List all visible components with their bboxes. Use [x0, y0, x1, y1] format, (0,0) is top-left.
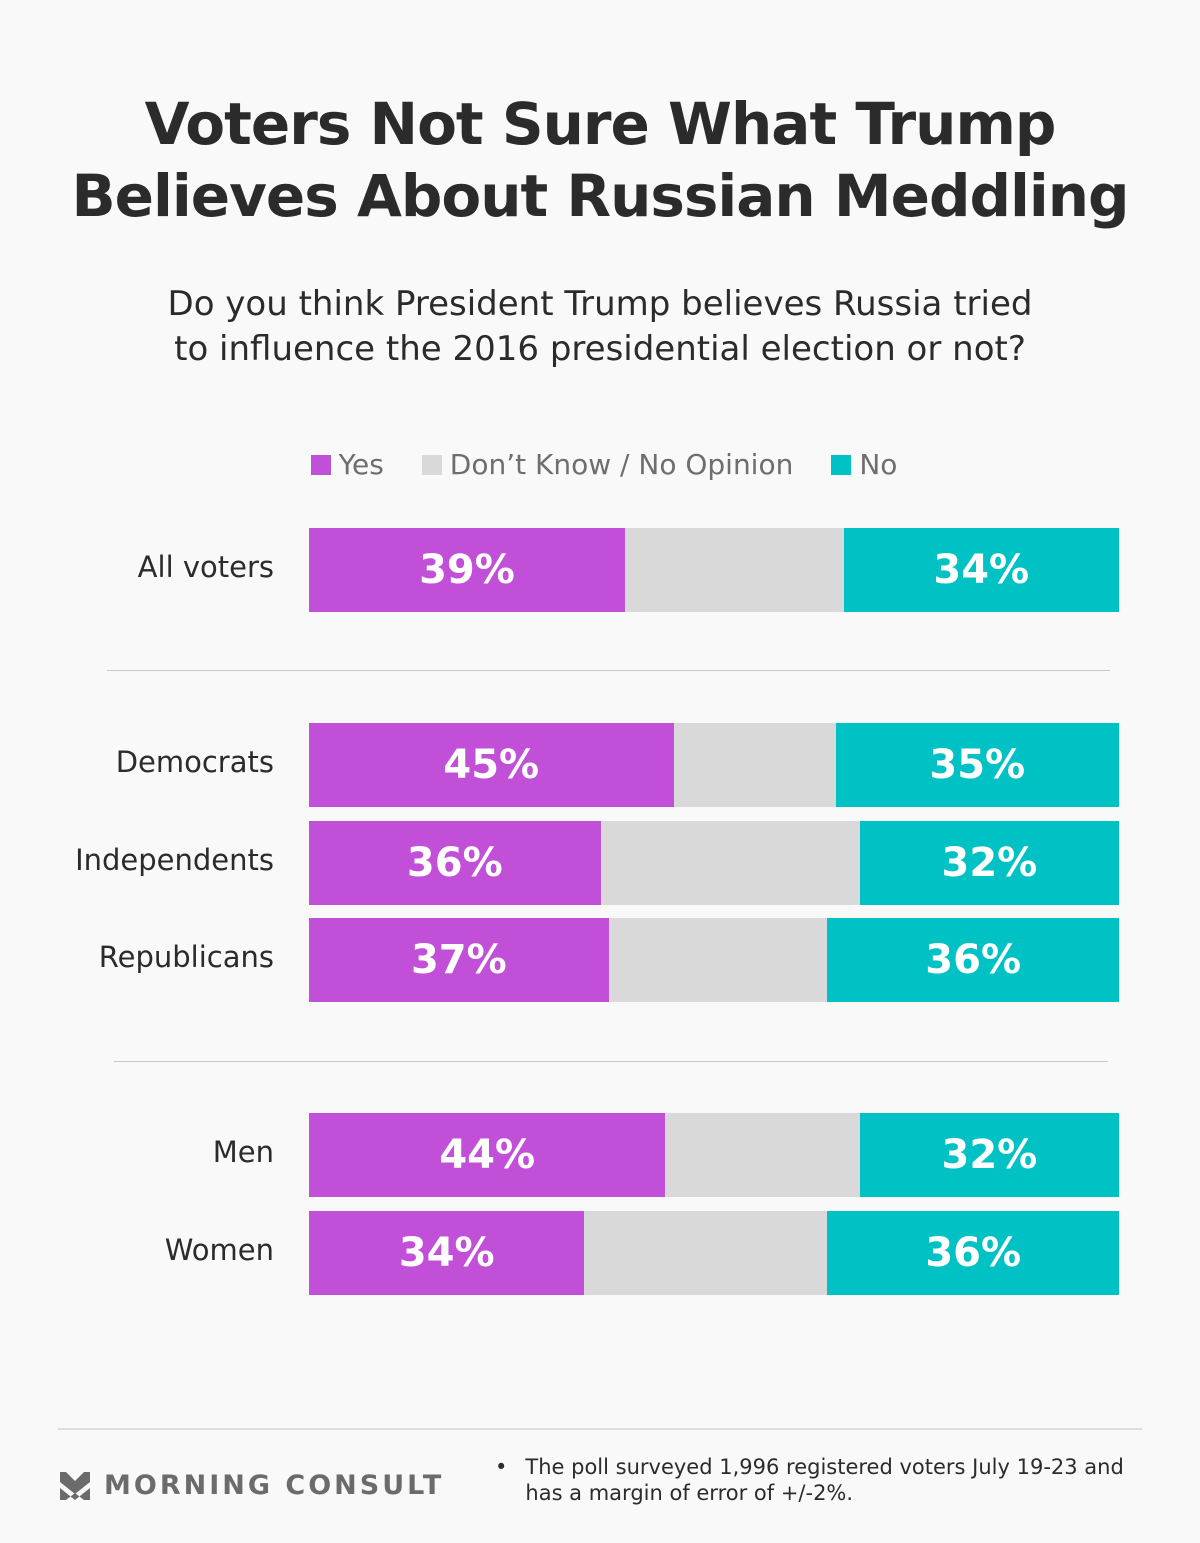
bar-segment-no: 36%: [827, 1211, 1119, 1295]
data-label: 45%: [443, 742, 540, 788]
group-divider: [114, 1061, 1108, 1062]
bullet: •: [495, 1455, 508, 1479]
subtitle-line-1: Do you think President Trump believes Ru…: [167, 284, 1033, 324]
bar-row-democrats: 45% 35%: [309, 723, 1119, 807]
bar-segment-don-t-know-no-opinion: [673, 723, 836, 807]
category-label-men: Men: [212, 1135, 274, 1169]
category-label-women: Women: [164, 1233, 274, 1267]
legend-swatch-no: [831, 454, 852, 475]
morning-consult-logo: MORNING CONSULT: [60, 1470, 444, 1501]
chart-subtitle: Do you think President Trump believes Ru…: [0, 282, 1200, 372]
data-label: 34%: [933, 547, 1030, 593]
legend-item-no: No: [831, 448, 897, 481]
data-label: 44%: [439, 1132, 536, 1178]
legend-item-yes: Yes: [310, 448, 384, 481]
bar-row-women: 34% 36%: [309, 1211, 1119, 1295]
data-label: 36%: [925, 1230, 1022, 1276]
legend-swatch-dont-know: [421, 454, 442, 475]
category-label-democrats: Democrats: [115, 745, 274, 779]
bar-row-men: 44% 32%: [309, 1113, 1119, 1197]
bar-segment-yes: 36%: [309, 821, 601, 905]
bar-segment-no: 34%: [843, 528, 1119, 612]
bar-segment-don-t-know-no-opinion: [624, 528, 844, 612]
data-label: 39%: [419, 547, 515, 593]
category-label-all-voters: All voters: [137, 550, 274, 584]
legend-swatch-yes: [310, 454, 331, 475]
legend-label-dont-know: Don’t Know / No Opinion: [449, 448, 794, 481]
footnote: • The poll surveyed 1,996 registered vot…: [495, 1454, 1145, 1506]
data-label: 36%: [406, 840, 503, 886]
subtitle-line-2: to influence the 2016 presidential elect…: [174, 329, 1026, 369]
data-label: 37%: [410, 937, 507, 983]
bar-row-independents: 36% 32%: [309, 821, 1119, 905]
group-divider: [107, 670, 1110, 671]
legend: Yes Don’t Know / No Opinion No: [0, 448, 1200, 481]
data-label: 35%: [929, 742, 1026, 788]
data-label: 32%: [941, 840, 1038, 886]
category-label-republicans: Republicans: [98, 940, 274, 974]
bar-row-republicans: 37% 36%: [309, 918, 1119, 1002]
bar-segment-don-t-know-no-opinion: [608, 918, 828, 1002]
bar-segment-no: 36%: [827, 918, 1119, 1002]
bar-segment-don-t-know-no-opinion: [665, 1113, 860, 1197]
bar-segment-yes: 37%: [309, 918, 609, 1002]
data-label: 36%: [925, 937, 1022, 983]
bar-segment-yes: 39%: [309, 528, 625, 612]
bar-segment-don-t-know-no-opinion: [600, 821, 860, 905]
bar-segment-yes: 44%: [309, 1113, 666, 1197]
category-label-independents: Independents: [75, 843, 274, 877]
title-line-2: Believes About Russian Meddling: [71, 162, 1129, 230]
bar-segment-don-t-know-no-opinion: [584, 1211, 828, 1295]
data-label: 32%: [941, 1132, 1038, 1178]
legend-item-dont-know: Don’t Know / No Opinion: [421, 448, 794, 481]
bar-segment-yes: 45%: [309, 723, 674, 807]
morning-consult-chevron-icon: [60, 1471, 90, 1500]
legend-label-no: No: [859, 448, 898, 481]
footnote-text: The poll surveyed 1,996 registered voter…: [525, 1455, 1124, 1505]
data-label: 34%: [398, 1230, 495, 1276]
bar-segment-no: 32%: [859, 1113, 1119, 1197]
bar-segment-yes: 34%: [309, 1211, 585, 1295]
bar-segment-no: 32%: [859, 821, 1119, 905]
title-line-1: Voters Not Sure What Trump: [144, 90, 1057, 158]
bar-row-all-voters: 39% 34%: [309, 528, 1119, 612]
footer-divider: [58, 1428, 1142, 1430]
legend-label-yes: Yes: [338, 448, 384, 481]
bar-segment-no: 35%: [835, 723, 1119, 807]
brand-name: MORNING CONSULT: [104, 1470, 445, 1501]
chart-title: Voters Not Sure What Trump Believes Abou…: [0, 88, 1200, 232]
